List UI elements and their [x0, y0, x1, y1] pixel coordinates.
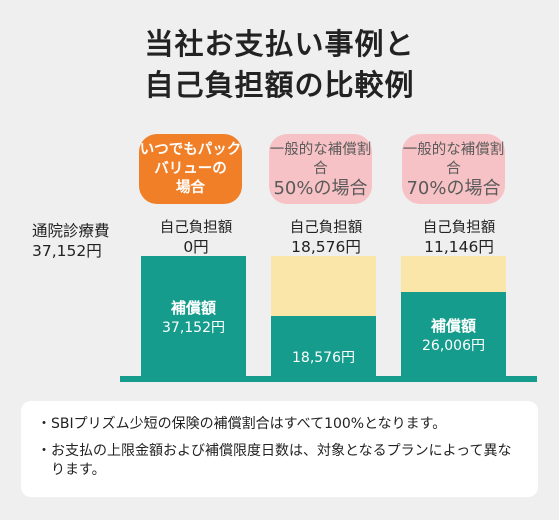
total-cost-title: 通院診療費 — [32, 222, 110, 240]
bullet: ・ — [37, 416, 51, 432]
bar-label-value: 26,006円 — [422, 338, 485, 354]
plan-label-line: いつでもパック — [139, 141, 242, 158]
bar-segment-self-pay — [401, 256, 506, 293]
bar-label-name: 補償額 — [300, 329, 346, 347]
copay-title: 自己負担額 — [289, 220, 363, 236]
chart-baseline — [120, 376, 537, 382]
bar-label-value: 37,152円 — [162, 320, 225, 336]
bullet: ・ — [37, 443, 51, 459]
total-cost-label: 通院診療費 37,152円 — [32, 221, 110, 261]
page-title: 当社お支払い事例と 自己負担額の比較例 — [0, 24, 559, 106]
copay-amount: 0円 — [183, 238, 209, 256]
plan-label-general-70: 一般的な補償割合 70%の場合 — [402, 134, 505, 204]
copay-amount: 18,576円 — [291, 238, 361, 256]
plan-label-itsudemo-pack: いつでもパック バリューの 場合 — [139, 134, 242, 204]
bar-label-name: 補償額 — [430, 317, 476, 335]
plan-label-line: 一般的な補償割合 — [269, 141, 372, 177]
title-line-2: 自己負担額の比較例 — [144, 68, 415, 102]
bar-segment-coverage — [401, 292, 506, 376]
copay-label-3: 自己負担額 11,146円 — [399, 219, 519, 257]
notes-box: ・ SBIプリズム少短の保険の補償割合はすべて100%となります。 ・ お支払の… — [21, 401, 538, 497]
plan-label-line: 場合 — [176, 179, 205, 196]
note-text: SBIプリズム少短の保険の補償割合はすべて100%となります。 — [51, 416, 447, 432]
plan-label-line: バリューの — [154, 160, 227, 177]
bar-label-value: 18,576円 — [292, 350, 355, 366]
bar-segment-self-pay — [271, 256, 376, 316]
copay-amount: 11,146円 — [424, 238, 494, 256]
copay-label-1: 自己負担額 0円 — [136, 219, 256, 257]
plan-label-line: 一般的な補償割合 — [402, 141, 505, 177]
plan-label-line: 70%の場合 — [406, 177, 501, 199]
copay-title: 自己負担額 — [159, 220, 233, 236]
bar-segment-coverage — [141, 256, 246, 376]
bar-segment-coverage — [271, 316, 376, 376]
total-cost-amount: 37,152円 — [32, 242, 102, 260]
copay-title: 自己負担額 — [422, 220, 496, 236]
title-line-1: 当社お支払い事例と — [144, 27, 415, 61]
plan-label-line: 50%の場合 — [273, 177, 368, 199]
note-text: お支払の上限金額および補償限度日数は、対象となるプランによって異なります。 — [51, 443, 512, 478]
plan-label-general-50: 一般的な補償割合 50%の場合 — [269, 134, 372, 204]
note-item: ・ お支払の上限金額および補償限度日数は、対象となるプランによって異なります。 — [37, 442, 522, 480]
note-item: ・ SBIプリズム少短の保険の補償割合はすべて100%となります。 — [37, 415, 522, 434]
copay-label-2: 自己負担額 18,576円 — [266, 219, 386, 257]
bar-label-name: 補償額 — [170, 299, 216, 317]
